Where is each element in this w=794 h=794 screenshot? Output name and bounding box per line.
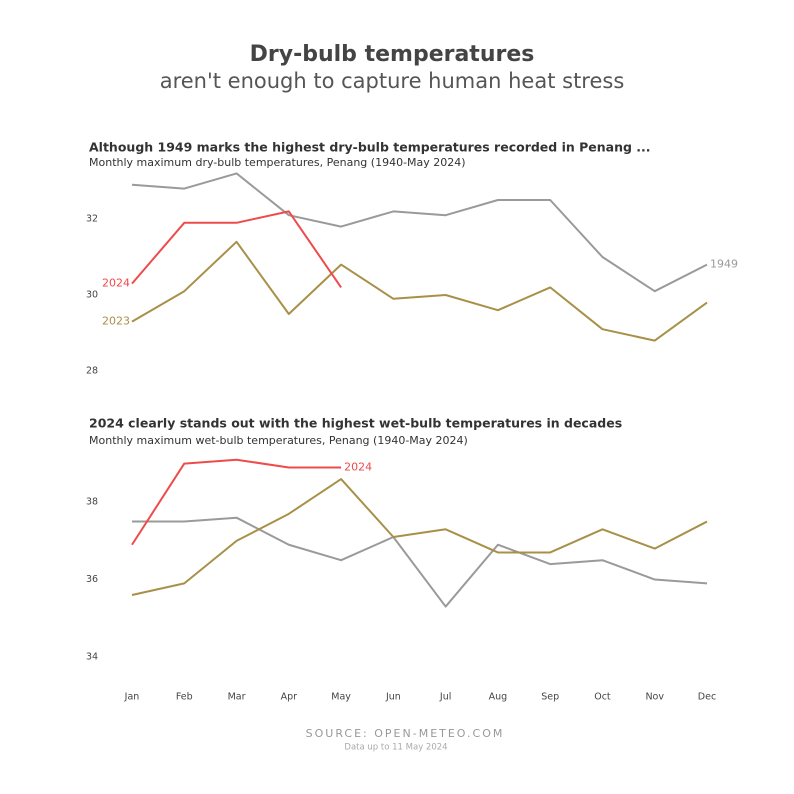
y-tick-label: 34 (86, 651, 98, 662)
x-tick-label: Feb (176, 692, 193, 703)
page-title: Dry-bulb temperatures (250, 42, 535, 67)
panel-title: 2024 clearly stands out with the highest… (89, 416, 622, 431)
series-line (131, 210, 342, 288)
series-label: 2024 (102, 277, 130, 290)
y-tick-label: 28 (86, 366, 98, 377)
panel-subtitle: Monthly maximum dry-bulb temperatures, P… (89, 156, 466, 169)
series-line (131, 240, 708, 342)
y-tick-label: 36 (86, 574, 98, 585)
panel-subtitle: Monthly maximum wet-bulb temperatures, P… (89, 434, 468, 447)
x-tick-label: Oct (594, 692, 611, 703)
y-tick-label: 38 (86, 497, 98, 508)
series-line (131, 458, 342, 546)
x-tick-label: Aug (489, 692, 508, 703)
x-tick-label: Sep (541, 692, 559, 703)
y-tick-label: 32 (86, 214, 98, 225)
series-line (131, 172, 708, 293)
x-tick-label: Jul (439, 692, 451, 703)
y-tick-label: 30 (86, 290, 98, 301)
series-label: 2023 (102, 315, 130, 328)
series-line (132, 516, 708, 608)
x-tick-label: May (331, 692, 351, 703)
series-label: 1949 (710, 258, 738, 271)
series-line (131, 478, 708, 596)
x-tick-label: Jan (124, 692, 140, 703)
source: SOURCE: OPEN-METEO.COM (306, 727, 505, 740)
series-label: 2024 (344, 460, 372, 473)
x-tick-label: Nov (645, 692, 664, 703)
note: Data up to 11 May 2024 (344, 743, 447, 753)
x-tick-label: Jun (385, 692, 401, 703)
x-tick-label: Dec (698, 692, 716, 703)
page-subtitle: aren't enough to capture human heat stre… (160, 69, 625, 93)
panel-title: Although 1949 marks the highest dry-bulb… (89, 140, 651, 155)
x-tick-label: Apr (281, 692, 298, 703)
x-tick-label: Mar (228, 692, 246, 703)
